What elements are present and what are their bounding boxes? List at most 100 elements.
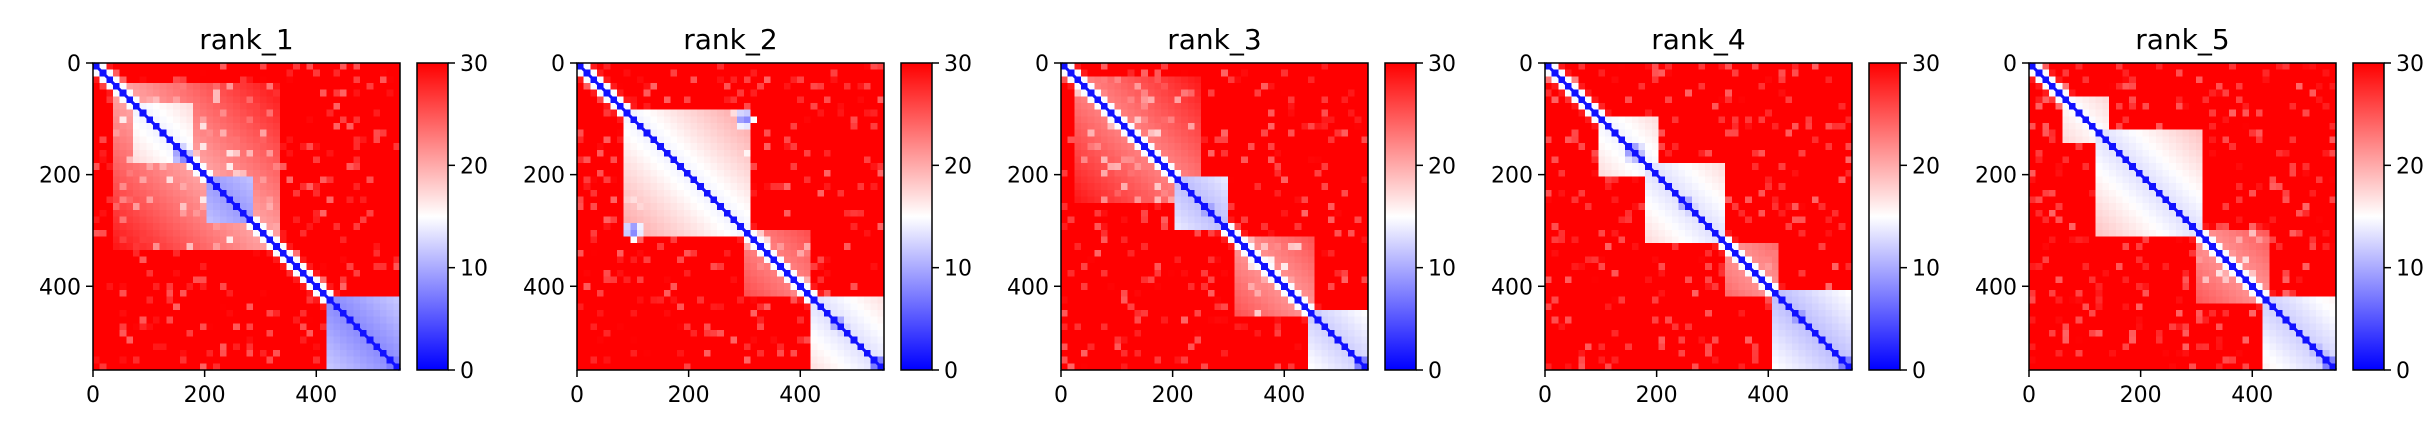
heatmap-cell (863, 89, 872, 97)
heatmap-cell (326, 363, 334, 371)
heatmap-cell (266, 149, 274, 158)
heatmap-cell (797, 129, 805, 138)
heatmap-cell (1274, 143, 1282, 151)
heatmap-cell (1167, 76, 1176, 84)
heatmap-cell (1287, 129, 1296, 138)
heatmap-cell (213, 63, 221, 71)
heatmap-cell (650, 256, 658, 264)
heatmap-cell (1294, 109, 1302, 117)
heatmap-cell (319, 69, 328, 77)
heatmap-cell (803, 156, 812, 164)
heatmap-cell (319, 363, 328, 371)
heatmap-cell (650, 89, 658, 97)
heatmap-cell (93, 249, 101, 258)
heatmap-cell (1301, 76, 1309, 84)
heatmap-cell (226, 83, 234, 91)
heatmap-cell (93, 183, 101, 191)
heatmap-cell (373, 209, 381, 218)
heatmap-cell (273, 96, 281, 104)
heatmap-cell (630, 96, 638, 104)
heatmap-cell (1287, 96, 1296, 104)
heatmap-cell (1147, 69, 1156, 77)
heatmap-cell (1201, 136, 1209, 144)
heatmap-cell (723, 143, 732, 151)
heatmap-cell (690, 156, 698, 164)
heatmap-cell (239, 276, 248, 284)
heatmap-cell (1207, 116, 1216, 124)
heatmap-cell (810, 149, 818, 158)
heatmap-cell (1314, 129, 1322, 138)
heatmap-cell (1114, 63, 1122, 71)
heatmap-cell (239, 303, 248, 311)
heatmap-cell (617, 343, 625, 351)
heatmap-cell (730, 349, 738, 358)
heatmap-cell (770, 289, 778, 298)
heatmap-cell (817, 323, 825, 331)
heatmap-cell (590, 356, 598, 364)
heatmap-cell (319, 263, 328, 271)
heatmap-cell (863, 203, 872, 211)
heatmap-cell (259, 336, 268, 344)
heatmap-cell (326, 216, 334, 224)
heatmap-cell (393, 283, 401, 291)
heatmap-cell (386, 309, 394, 318)
heatmap-cell (670, 69, 678, 77)
heatmap-cell (379, 76, 388, 84)
heatmap-cell (577, 243, 585, 251)
heatmap-cell (1281, 149, 1289, 158)
heatmap-cell (259, 96, 268, 104)
heatmap-cell (717, 269, 725, 278)
heatmap-cell (630, 169, 638, 178)
heatmap-cell (777, 109, 785, 117)
heatmap-cell (1167, 156, 1176, 164)
heatmap-cell (113, 143, 121, 151)
heatmap-cell (246, 149, 254, 158)
heatmap-cell (790, 129, 798, 138)
heatmap-cell (1281, 129, 1289, 138)
heatmap-cell (279, 136, 288, 144)
heatmap-cell (843, 63, 852, 71)
heatmap-cell (757, 296, 765, 304)
heatmap-cell (1294, 89, 1302, 97)
heatmap-cell (93, 309, 101, 318)
heatmap-cell (623, 103, 631, 111)
heatmap-cell (797, 96, 805, 104)
heatmap-cell (1247, 89, 1256, 97)
heatmap-cell (133, 303, 141, 311)
heatmap-cell (623, 223, 631, 231)
heatmap-cell (153, 129, 161, 138)
heatmap-cell (603, 263, 611, 271)
heatmap-cell (850, 276, 858, 284)
heatmap-cell (1281, 76, 1289, 84)
heatmap-cell (777, 356, 785, 364)
heatmap-cell (299, 249, 308, 258)
heatmap-cell (1307, 149, 1316, 158)
heatmap-cell (677, 303, 685, 311)
heatmap-cell (1214, 149, 1222, 158)
heatmap-cell (710, 209, 718, 218)
heatmap-cell (1301, 143, 1309, 151)
heatmap-cell (697, 216, 705, 224)
heatmap-cell (690, 69, 698, 77)
heatmap-cell (877, 109, 885, 117)
heatmap-cell (339, 129, 348, 138)
heatmap-cell (643, 289, 652, 298)
heatmap-cell (1267, 69, 1276, 77)
heatmap-cell (366, 143, 374, 151)
heatmap-cell (313, 156, 321, 164)
heatmap-cell (843, 189, 852, 198)
heatmap-cell (577, 123, 585, 131)
heatmap-cell (1101, 63, 1109, 71)
heatmap-cell (273, 69, 281, 77)
heatmap-cell (677, 89, 685, 97)
heatmap-cell (810, 269, 818, 278)
heatmap-cell (279, 303, 288, 311)
heatmap-cell (643, 209, 652, 218)
heatmap-cell (603, 156, 611, 164)
heatmap-cell (306, 223, 314, 231)
heatmap-cell (823, 316, 832, 324)
heatmap-cell (1114, 123, 1122, 131)
heatmap-cell (153, 303, 161, 311)
heatmap-cell (146, 349, 154, 358)
